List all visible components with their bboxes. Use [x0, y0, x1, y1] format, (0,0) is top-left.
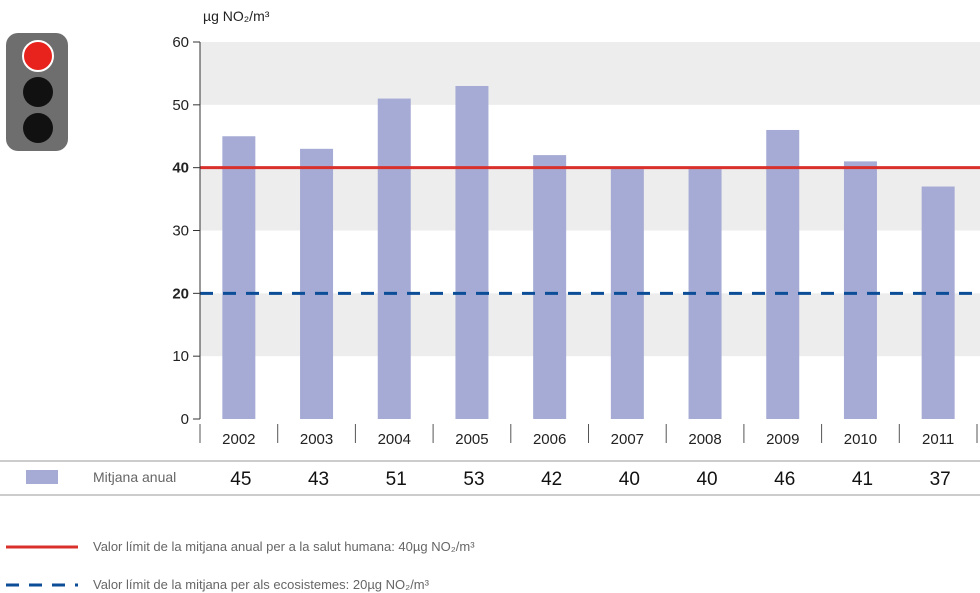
table-value-2002: 45	[230, 469, 251, 490]
bar-2010	[843, 161, 877, 419]
band-2	[200, 42, 980, 105]
traffic-light-amber-lamp	[23, 77, 53, 107]
table-value-2004: 51	[386, 469, 407, 490]
bar-2006	[533, 155, 567, 419]
table-value-2010: 41	[852, 469, 873, 490]
category-label-2003: 2003	[300, 431, 333, 448]
table-value-2011: 37	[930, 469, 951, 490]
category-labels: 2002 2003 2004 2005 2006 2007 2008 2009 2010 2011	[199, 424, 978, 448]
axes: 0 10 20 30 40 50 60	[172, 34, 201, 428]
traffic-light-icon	[6, 33, 68, 151]
y-tick-label-0: 0	[181, 411, 189, 428]
y-tick-label-50: 50	[172, 97, 189, 114]
table-value-2008: 40	[696, 469, 717, 490]
traffic-light-red-lamp	[22, 40, 54, 72]
y-tick-label-10: 10	[172, 348, 189, 365]
bar-2002	[222, 136, 256, 419]
bar-2011	[921, 186, 955, 419]
table-row-label: Mitjana anual	[93, 469, 176, 485]
y-tick-label-30: 30	[172, 223, 189, 240]
legend-eco-label: Valor límit de la mitjana per als ecosis…	[93, 577, 430, 592]
table-value-2006: 42	[541, 469, 562, 490]
category-label-2007: 2007	[611, 431, 644, 448]
series-swatch	[26, 470, 58, 484]
category-label-2004: 2004	[378, 431, 411, 448]
y-tick-label-20: 20	[172, 285, 189, 302]
traffic-light-green-lamp	[23, 113, 53, 143]
y-tick-label-40: 40	[172, 160, 189, 177]
table-value-2005: 53	[463, 469, 484, 490]
bars	[222, 85, 955, 420]
category-label-2008: 2008	[688, 431, 721, 448]
category-label-2002: 2002	[222, 431, 255, 448]
table-values: 45 43 51 53 42 40 40 46 41 37	[230, 469, 950, 490]
table-value-2009: 46	[774, 469, 795, 490]
table-value-2007: 40	[619, 469, 640, 490]
legend-health-label: Valor límit de la mitjana anual per a la…	[93, 539, 475, 554]
category-label-2009: 2009	[766, 431, 799, 448]
bar-2009	[766, 129, 800, 419]
category-label-2005: 2005	[455, 431, 488, 448]
values-table: Mitjana anual	[0, 460, 980, 496]
category-label-2010: 2010	[844, 431, 877, 448]
table-value-2003: 43	[308, 469, 329, 490]
reference-lines	[200, 166, 980, 295]
bar-2005	[455, 85, 489, 419]
y-tick-label-60: 60	[172, 34, 189, 51]
category-label-2011: 2011	[922, 431, 954, 448]
bar-2004	[377, 98, 411, 420]
legend: Valor límit de la mitjana anual per a la…	[6, 539, 475, 592]
category-label-2006: 2006	[533, 431, 566, 448]
bar-2003	[300, 148, 334, 420]
y-unit-label: µg NO₂/m³	[203, 8, 270, 24]
